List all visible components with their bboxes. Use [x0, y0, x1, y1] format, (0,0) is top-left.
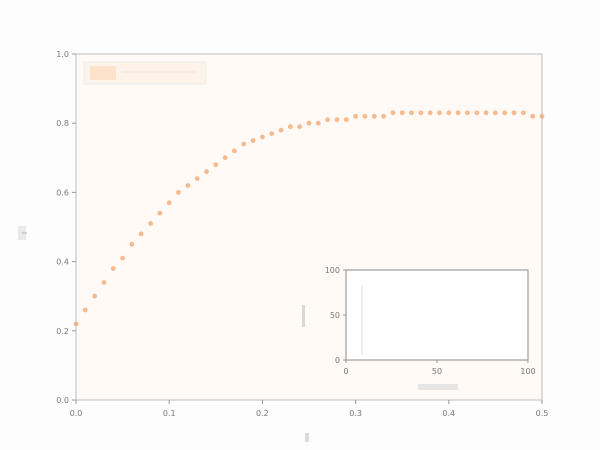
data-point: [166, 200, 172, 206]
inset-y-axis-label-glyph: [302, 305, 305, 327]
data-point: [222, 155, 228, 161]
x-tick-label: 0.0: [70, 409, 83, 418]
x-tick-label: 0.3: [349, 409, 362, 418]
y-tick-label: 0.2: [56, 327, 69, 336]
data-point: [269, 131, 275, 137]
data-point: [409, 110, 414, 116]
y-tick-label: 50: [330, 311, 340, 320]
main-x-ticks: 0.0 0.1 0.2 0.3 0.4 0.5: [70, 400, 549, 418]
inset-y-ticks: 0 50 100: [325, 266, 346, 365]
data-point: [521, 110, 526, 116]
data-point: [241, 141, 247, 147]
data-point: [325, 117, 330, 123]
data-point: [288, 124, 293, 130]
x-tick-label: 0: [343, 367, 348, 376]
x-tick-label: 0.4: [442, 409, 455, 418]
data-point: [176, 190, 181, 195]
data-point: [371, 113, 377, 119]
x-tick-label: 0.5: [536, 409, 549, 418]
data-point: [539, 113, 545, 119]
data-point: [92, 293, 97, 299]
data-point: [110, 266, 116, 271]
data-point: [250, 138, 256, 143]
data-point: [213, 162, 219, 168]
data-point: [120, 255, 125, 261]
inset-plot-frame: [345, 269, 529, 361]
legend: [83, 61, 207, 85]
y-tick-label: 0.6: [56, 188, 69, 197]
x-axis-label-glyph: [305, 433, 309, 442]
data-point: [129, 241, 135, 247]
main-data-points: [73, 110, 545, 327]
data-point: [82, 307, 88, 313]
y-axis-label-glyph: [18, 226, 27, 240]
data-point: [148, 221, 154, 226]
main-plot: 0.0 0.1 0.2 0.3 0.4 0.5 0.0 0.2 0.4 0.6 0.8 1.0: [18, 50, 548, 442]
data-point: [483, 110, 489, 116]
inset-x-axis-label-glyph: [418, 384, 458, 390]
y-tick-label: 0: [335, 356, 340, 365]
inset-plot: 0 50 100 0 50 100: [302, 266, 536, 390]
data-point: [204, 169, 209, 175]
data-point: [399, 110, 405, 116]
data-point: [530, 113, 536, 119]
data-point: [465, 110, 470, 116]
data-point: [446, 110, 452, 116]
data-point: [437, 110, 442, 116]
data-point: [315, 120, 321, 126]
x-tick-label: 0.1: [163, 409, 176, 418]
data-point: [260, 134, 265, 140]
data-point: [511, 110, 517, 116]
data-point: [101, 280, 107, 285]
y-tick-label: 0.0: [56, 396, 69, 405]
x-tick-label: 0.2: [256, 409, 269, 418]
data-point: [138, 231, 144, 237]
legend-swatch: [90, 66, 116, 80]
data-point: [185, 183, 191, 188]
data-point: [306, 120, 312, 126]
main-y-ticks: 0.0 0.2 0.4 0.6 0.8 1.0: [56, 50, 76, 405]
x-tick-label: 50: [432, 367, 442, 376]
x-tick-label: 100: [520, 367, 535, 376]
y-tick-label: 1.0: [56, 50, 69, 59]
data-point: [343, 117, 349, 123]
data-point: [493, 110, 498, 116]
data-point: [427, 110, 433, 116]
y-tick-label: 0.8: [56, 119, 69, 128]
data-point: [455, 110, 461, 116]
data-point: [362, 113, 368, 119]
data-point: [353, 113, 358, 119]
data-point: [297, 124, 303, 130]
data-point: [73, 321, 79, 327]
data-point: [390, 110, 396, 116]
data-point: [381, 113, 386, 119]
data-point: [474, 110, 480, 116]
data-point: [334, 117, 340, 123]
data-point: [502, 110, 508, 116]
y-tick-label: 100: [325, 266, 340, 275]
data-point: [278, 127, 284, 133]
data-point: [157, 210, 163, 216]
data-point: [418, 110, 424, 116]
data-point: [232, 148, 237, 154]
data-point: [194, 176, 200, 182]
y-tick-label: 0.4: [56, 258, 69, 267]
